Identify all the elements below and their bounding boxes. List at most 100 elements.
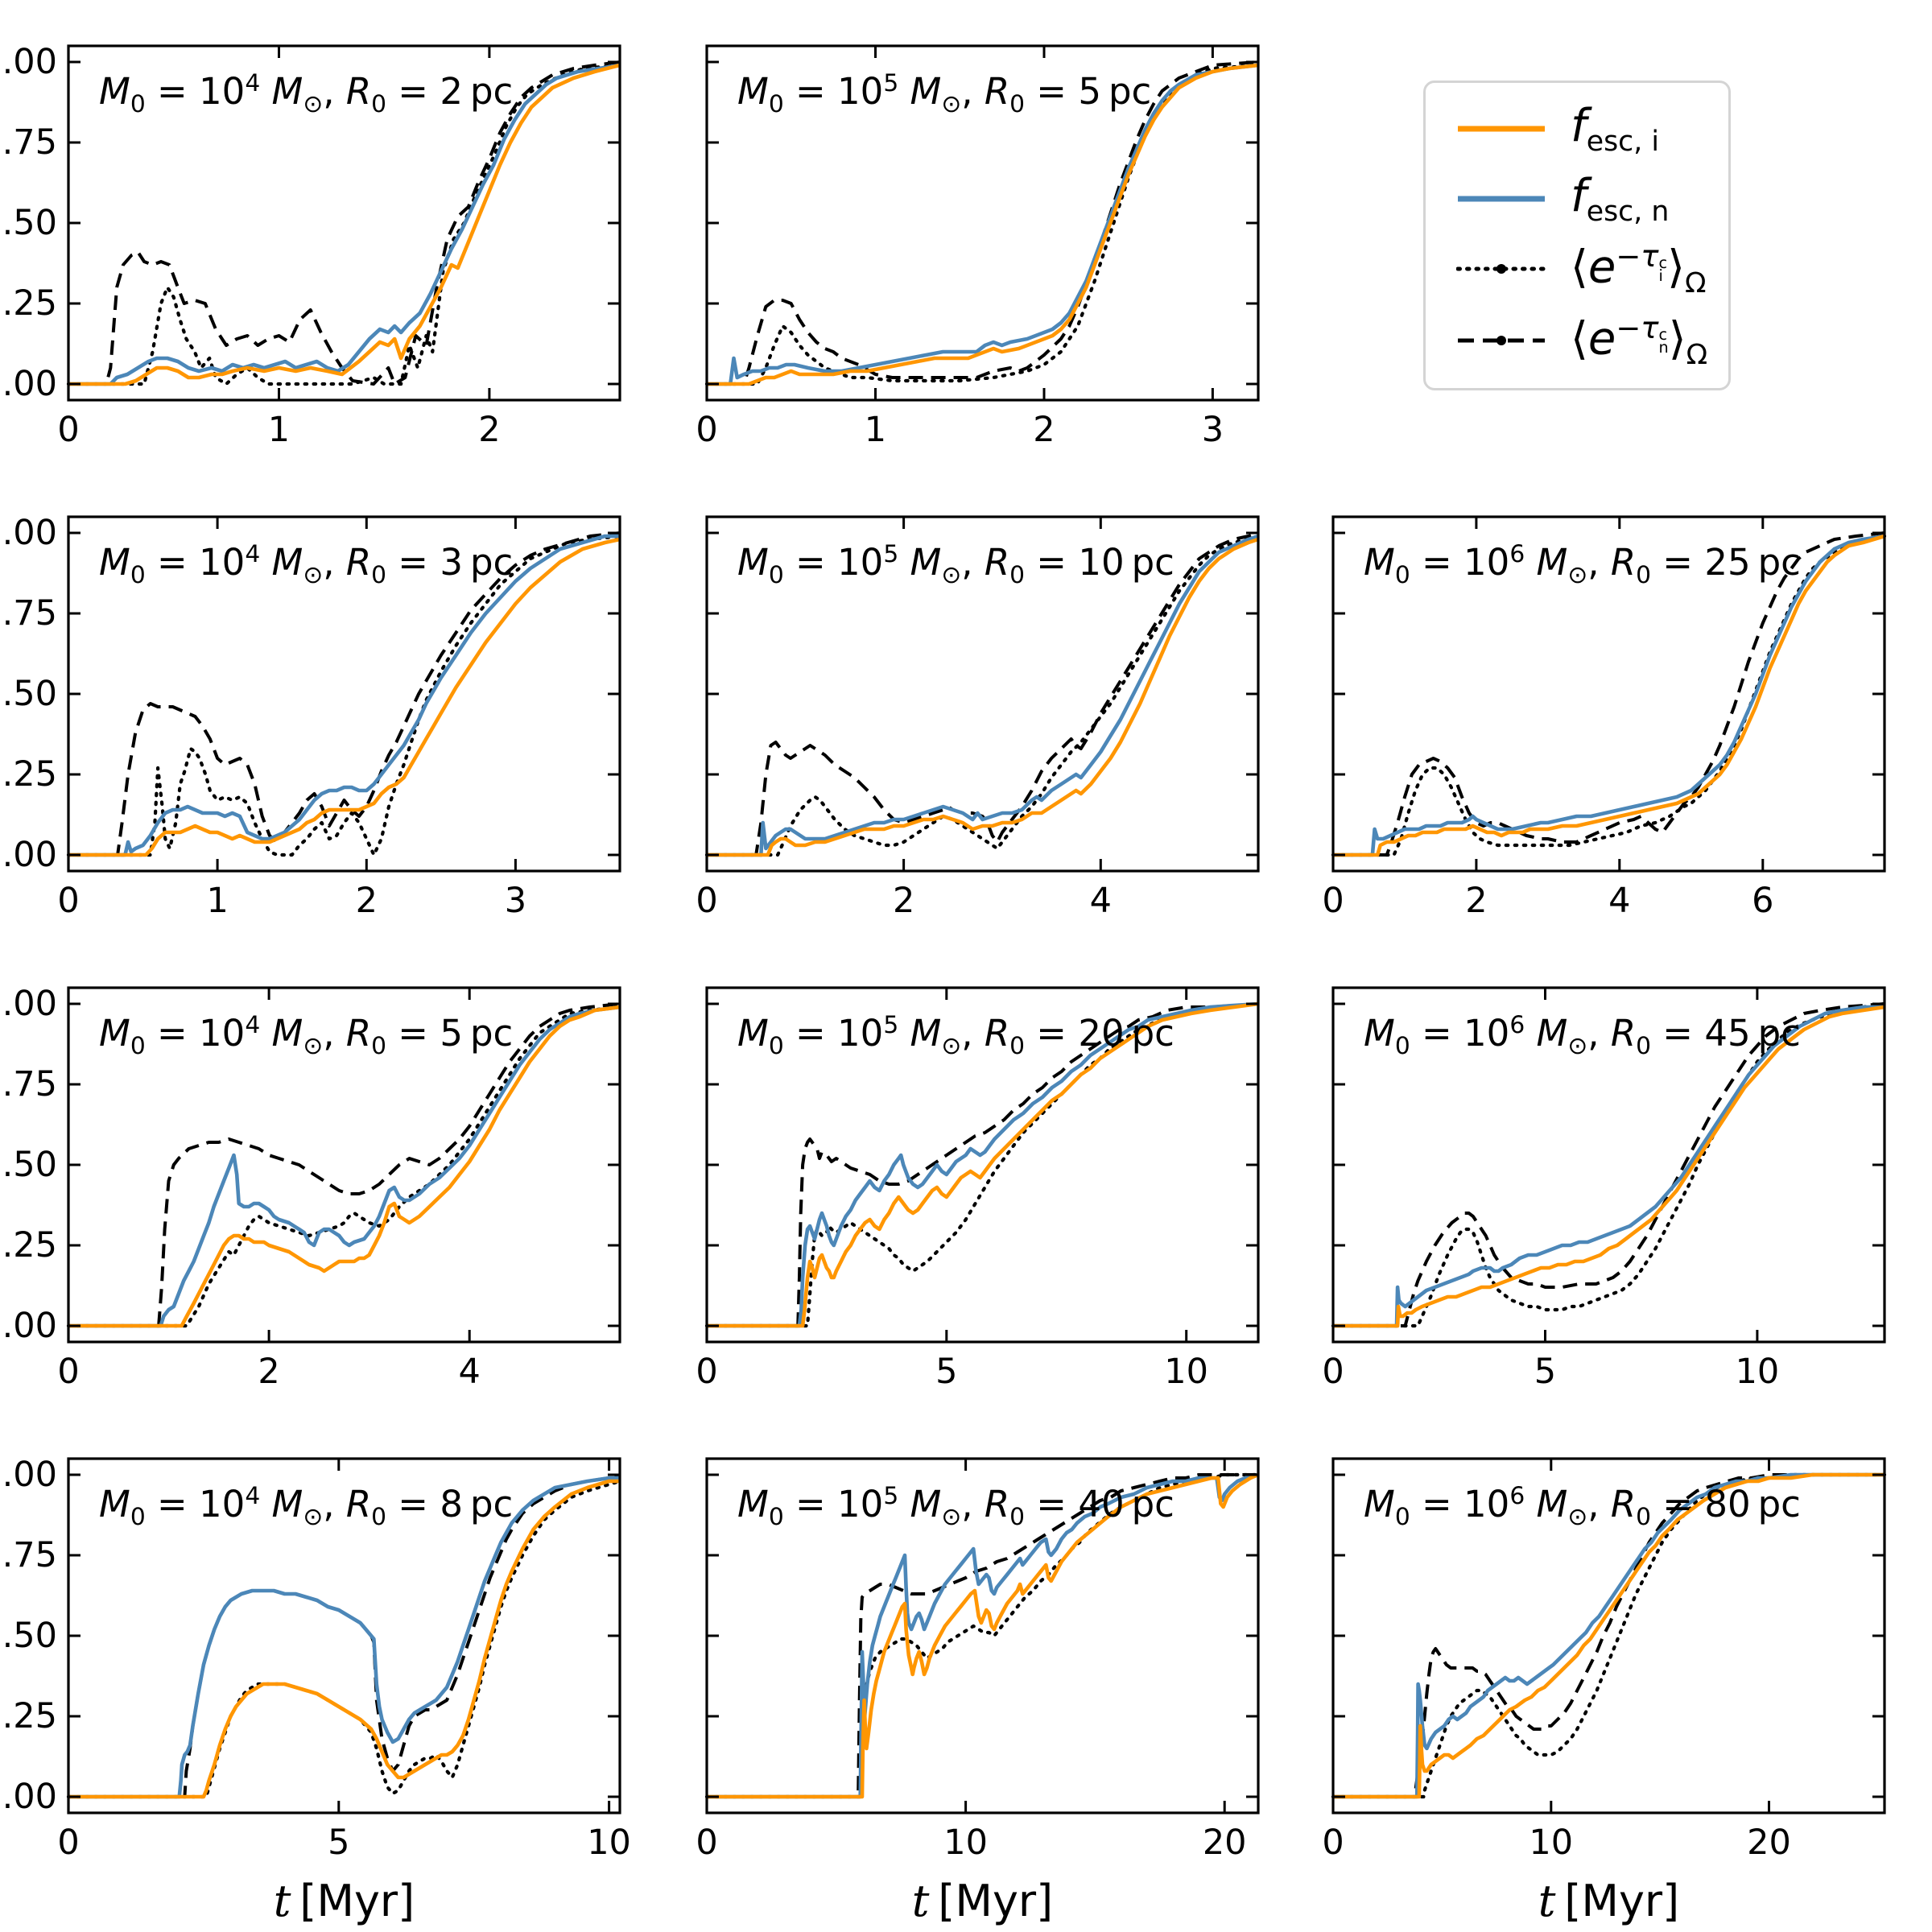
text-radius_pc: 25 [1704,541,1751,584]
text-mass_exponent: 5 [883,69,899,97]
text-1: 2 [258,1352,280,1392]
text-4: 1.00 [0,42,57,82]
text-zero: 0 [130,90,146,118]
curve-exp-tau-n [707,1473,1258,1798]
text-zero: 0 [1394,1503,1410,1531]
panel-title: M0 = 105 M⊙, R0 = 5 pc [737,72,1151,117]
text-comma: , [961,1012,985,1055]
text-sub: esc, n [1586,195,1670,228]
text-odot: ⊙ [1567,1503,1588,1531]
text-zero: 0 [768,1032,784,1060]
curve-fesc-i [707,1472,1259,1799]
x-tick-label: 0 [658,1355,755,1389]
text-odot: ⊙ [1567,1032,1588,1060]
text-3: 0.75 [0,1064,57,1104]
y-tick-label: 0.50 [0,1619,57,1653]
text-comma: , [323,541,346,584]
curve-exp-tau-n [68,1002,621,1327]
text-m: M [271,70,303,113]
text-0: 0 [696,410,718,450]
x-tick-label: 6 [1715,884,1811,919]
y-tick-label: 1.00 [0,45,57,80]
text-zero: 0 [371,561,386,589]
text-mass_exponent: 4 [245,540,261,568]
text-zero: 0 [768,1503,784,1531]
text-3: 0.75 [0,1535,57,1575]
x-tick-label: 10 [918,1826,1014,1860]
text-space [898,1483,910,1525]
curve-fesc-i [68,1005,621,1328]
marker-dot-icon [1496,264,1506,275]
panel-title: M0 = 106 M⊙, R0 = 25 pc [1364,543,1801,588]
text-omega: Ω [1686,338,1708,371]
x-tick-label: 5 [1496,1355,1593,1389]
text-m: M [1536,1012,1568,1055]
x-tick-label: 3 [467,884,564,919]
text-equals: = [145,541,200,584]
text-0: 0 [1322,881,1344,921]
curve-fesc-n [68,63,621,386]
curve-exp-tau-i [66,534,622,857]
text-m: M [737,1012,769,1055]
curve-fesc-i [68,63,621,386]
text-pc: pc [1757,1483,1801,1525]
curve-fesc-n [1333,534,1885,857]
y-tick-label: 0.75 [0,597,57,631]
text-0: 0.00 [0,364,57,404]
text-0: 0 [696,1823,718,1863]
curve-fesc-i [707,63,1259,386]
text-3: 6 [1752,881,1774,921]
y-tick-label: 0.75 [0,1067,57,1102]
y-tick-label: 0.75 [0,1538,57,1573]
text-radius_pc: 45 [1704,1012,1751,1055]
text-m: M [910,1012,942,1055]
dashed-line-sample-icon [1458,336,1545,346]
legend-label-fesc-n: fesc, n [1571,170,1669,228]
x-tick-label: 0 [1285,1826,1381,1860]
x-tick-label: 5 [291,1826,387,1860]
text-mass_exponent: 6 [1509,1482,1525,1510]
text-odot: ⊙ [941,90,962,118]
text-m: M [99,541,130,584]
curve-exp-tau-n [1333,1473,1885,1798]
text-base: e [1587,312,1616,365]
text-equals: = [386,1483,440,1525]
x-tick-label: 0 [658,413,755,448]
text-2: 4 [1089,881,1112,921]
y-tick-label: 1.00 [0,987,57,1022]
text-m: M [271,541,303,584]
text-2: 10 [587,1823,631,1863]
text-1: 5 [328,1823,350,1863]
y-tick-label: 0.25 [0,1228,57,1263]
curve-exp-tau-n [707,60,1259,386]
text-pc: pc [469,1483,514,1525]
curve-exp-tau-n [1333,531,1885,857]
x-tick-label: 10 [1503,1826,1600,1860]
text-zero: 0 [371,1503,386,1531]
curve-fesc-n [1333,1005,1885,1328]
text-ten: 10 [837,1483,884,1525]
text-zero: 0 [1636,561,1651,589]
y-tick-label: 0.25 [0,287,57,321]
text-ten: 10 [837,70,884,113]
curve-fesc-i [1333,534,1885,857]
text-zero: 0 [130,561,146,589]
panel-title: M0 = 104 M⊙, R0 = 2 pc [99,72,513,117]
text-space [898,541,910,584]
text-tau: τ [1641,311,1659,346]
y-tick-label: 0.50 [0,206,57,241]
x-tick-label: 1 [169,884,266,919]
curve-fesc-i [1333,1472,1885,1799]
curve-exp-tau-n [68,1473,621,1798]
text-m: M [1364,541,1395,584]
text-1: 10 [1529,1823,1574,1863]
text-odot: ⊙ [941,1032,962,1060]
text-equals: = [145,70,200,113]
x-tick-label: 10 [561,1826,658,1860]
text-pc: pc [1131,1483,1174,1525]
text-comma: , [1587,1483,1611,1525]
exponent-group: −τ c i [1616,239,1667,283]
text-r: R [1610,541,1637,584]
text-radius_pc: 20 [1078,1012,1125,1055]
